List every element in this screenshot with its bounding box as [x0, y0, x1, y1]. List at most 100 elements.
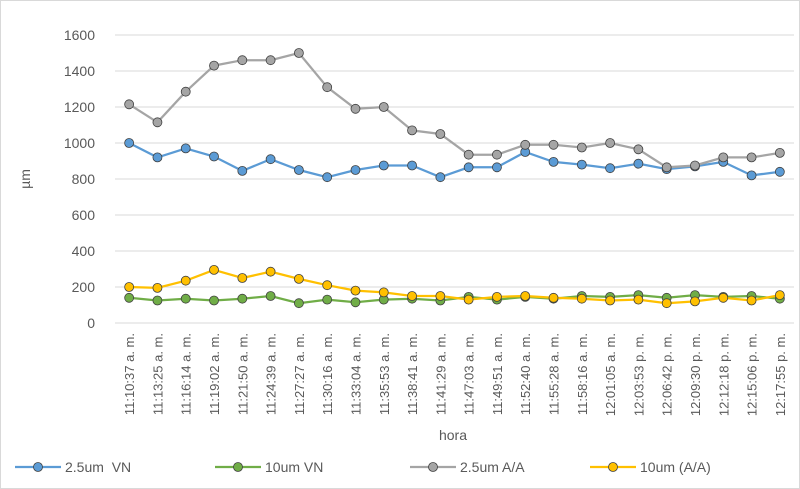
data-point	[293, 48, 304, 58]
x-tick-label: 11:41:29 a. m.	[433, 333, 448, 415]
data-point	[152, 152, 163, 163]
data-point	[435, 291, 446, 301]
data-point	[548, 292, 559, 303]
data-point	[378, 102, 389, 112]
x-tick-label: 11:55:28 a. m.	[547, 333, 562, 415]
x-tick-label: 12:06:42 p. m.	[660, 333, 675, 416]
legend-label: 10um (A/A)	[640, 459, 711, 475]
x-tick-label: 11:58:16 a. m.	[575, 333, 590, 415]
y-tick-label: 1600	[64, 27, 95, 43]
data-point	[633, 144, 644, 155]
data-point	[435, 172, 446, 183]
x-tick-label: 11:24:39 a. m.	[264, 333, 279, 415]
data-point	[633, 158, 644, 169]
data-point	[407, 125, 417, 136]
data-point	[774, 166, 785, 177]
x-tick-label: 12:03:53 p. m.	[631, 333, 646, 416]
x-tick-label: 12:15:06 p. m.	[745, 333, 760, 416]
data-point	[180, 275, 191, 286]
legend-label: 2.5um A/A	[460, 459, 525, 475]
data-point	[520, 291, 531, 301]
y-tick-label: 1200	[64, 99, 95, 115]
data-point	[746, 170, 757, 181]
data-point	[746, 295, 757, 306]
data-point	[774, 147, 785, 158]
data-point	[237, 55, 248, 66]
x-tick-label: 12:12:18 p. m.	[716, 333, 731, 416]
data-point	[378, 160, 389, 171]
legend-marker	[33, 462, 43, 472]
data-point	[718, 152, 729, 163]
data-point	[152, 282, 163, 293]
data-point	[322, 172, 333, 183]
x-tick-label: 11:10:37 a. m.	[122, 333, 137, 415]
data-point	[407, 291, 417, 301]
data-point	[237, 293, 248, 304]
data-point	[548, 156, 559, 167]
data-point	[463, 149, 474, 160]
data-point	[237, 273, 248, 283]
data-point	[180, 293, 191, 304]
y-axis-label: µm	[17, 169, 33, 189]
data-point	[661, 298, 672, 309]
data-point	[209, 264, 219, 275]
x-tick-label: 11:16:14 a. m.	[179, 333, 194, 415]
legend-marker	[428, 462, 438, 472]
data-point	[605, 138, 616, 148]
data-point	[237, 165, 248, 176]
data-point	[322, 294, 333, 305]
legend-label: 10um VN	[265, 459, 323, 475]
data-point	[180, 86, 191, 97]
x-tick-label: 11:38:41 a. m.	[405, 333, 420, 415]
y-tick-label: 1000	[64, 135, 95, 151]
x-tick-label: 11:33:04 a. m.	[348, 333, 363, 415]
data-point	[293, 165, 304, 175]
data-point	[293, 298, 304, 309]
data-point	[350, 103, 361, 114]
data-point	[633, 294, 644, 305]
data-point	[718, 292, 729, 303]
data-point	[690, 160, 700, 171]
x-axis-label: hora	[439, 427, 467, 443]
y-tick-label: 600	[72, 207, 96, 223]
data-point	[124, 282, 135, 292]
data-point	[548, 139, 559, 150]
data-point	[492, 162, 502, 173]
data-point	[435, 129, 446, 139]
data-point	[124, 99, 135, 110]
legend-marker	[233, 462, 243, 472]
data-point	[265, 291, 276, 301]
data-point	[152, 295, 163, 306]
legend-label: 2.5um VN	[65, 459, 131, 475]
data-point	[407, 160, 417, 171]
data-point	[350, 297, 361, 308]
data-point	[152, 117, 163, 128]
data-point	[209, 151, 219, 162]
y-tick-label: 200	[72, 279, 96, 295]
data-point	[605, 163, 616, 174]
data-point	[265, 55, 276, 66]
x-tick-label: 11:27:27 a. m.	[292, 333, 307, 415]
y-tick-label: 0	[87, 315, 95, 331]
x-tick-label: 12:17:55 p. m.	[773, 333, 788, 416]
x-tick-label: 12:01:05 a. m.	[603, 333, 618, 416]
data-point	[124, 292, 135, 303]
data-point	[124, 138, 135, 148]
legend-marker	[608, 462, 618, 472]
data-point	[492, 291, 502, 302]
x-tick-label: 11:47:03 a. m.	[462, 333, 477, 415]
data-point	[322, 82, 333, 93]
data-point	[492, 149, 502, 160]
data-point	[576, 142, 587, 153]
data-point	[576, 159, 587, 170]
data-point	[576, 293, 587, 304]
data-point	[350, 165, 361, 175]
data-point	[605, 295, 616, 306]
data-point	[378, 287, 389, 298]
y-tick-label: 1400	[64, 63, 95, 79]
y-tick-label: 800	[72, 171, 96, 187]
x-tick-label: 11:52:40 a. m.	[518, 333, 533, 415]
data-point	[690, 296, 700, 307]
data-point	[322, 280, 333, 291]
